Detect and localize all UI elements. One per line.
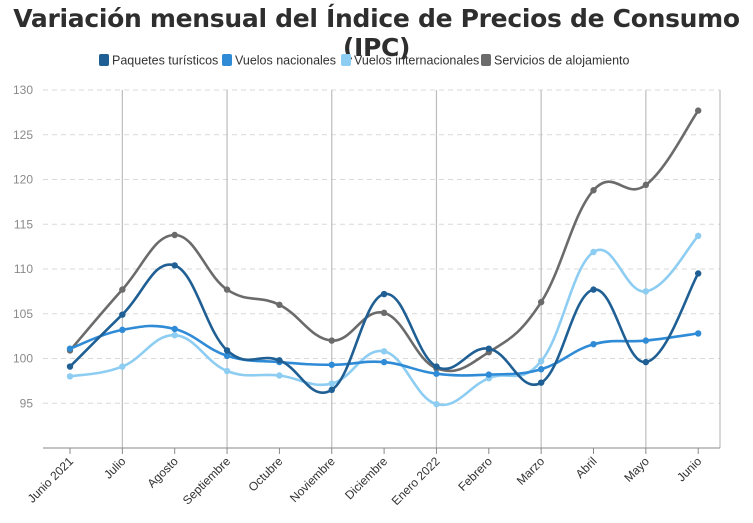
data-point [695, 107, 702, 114]
data-point [328, 361, 335, 368]
grid-layer [43, 89, 721, 448]
legend-item: Servicios de alojamiento [481, 54, 630, 68]
data-point [642, 288, 650, 295]
y-tick-label: 100 [13, 352, 33, 366]
legend-label: Servicios de alojamiento [494, 54, 630, 68]
x-tick-label: Junio [674, 454, 704, 484]
data-point [537, 366, 545, 373]
data-point [485, 371, 492, 378]
series-vuelos-internacionales [66, 232, 702, 408]
x-tick-label: Febrero [455, 454, 495, 494]
data-point [433, 400, 440, 408]
x-tick-label: Agosto [145, 454, 182, 491]
data-point [642, 337, 650, 344]
data-point [537, 357, 545, 365]
data-point [642, 181, 650, 189]
data-point [171, 325, 178, 333]
data-point [590, 286, 597, 293]
series-layer [66, 107, 702, 408]
data-point [223, 367, 231, 375]
data-point [380, 358, 388, 366]
y-tick-label: 110 [14, 262, 33, 276]
y-tick-label: 115 [14, 217, 33, 231]
data-point [590, 248, 597, 256]
x-tick-label: Marzo [514, 454, 548, 488]
x-tick-label: Enero 2022 [389, 454, 443, 508]
data-point [380, 290, 388, 298]
x-tick-label: Diciembre [342, 454, 390, 502]
x-tick-label: Noviembre [287, 454, 338, 505]
data-point [328, 337, 335, 344]
data-point [119, 311, 126, 318]
data-point [223, 347, 231, 354]
data-point [171, 332, 178, 339]
data-point [380, 348, 388, 355]
legend-swatch [481, 54, 491, 66]
x-tick-label: Julio [101, 454, 129, 482]
legend-label: Vuelos nacionales [235, 54, 336, 68]
legend-label: Vuelos internacionales [354, 54, 479, 68]
legend-item: Paquetes turísticos [99, 54, 218, 68]
data-point [119, 363, 126, 370]
data-point [537, 379, 545, 386]
legend-label: Paquetes turísticos [112, 54, 218, 68]
x-tick-label: Mayo [621, 454, 652, 485]
series-line [68, 109, 700, 373]
data-point [119, 286, 126, 293]
x-tick-label: Septiembre [180, 454, 234, 508]
data-point [223, 286, 231, 293]
data-point [276, 372, 283, 379]
data-point [66, 363, 74, 370]
data-point [171, 231, 178, 239]
data-point [223, 352, 231, 360]
data-point [328, 380, 335, 387]
series-paquetes-turisticos [66, 262, 702, 394]
legend-swatch [341, 54, 351, 66]
legend: Paquetes turísticos Vuelos nacionales Vuel… [99, 54, 630, 68]
data-point [119, 326, 126, 334]
series-servicios-de-alojamiento [66, 107, 702, 373]
data-point [695, 232, 702, 240]
data-point [66, 345, 74, 352]
data-point [433, 363, 440, 370]
data-point [380, 309, 388, 317]
data-point [590, 187, 597, 194]
legend-swatch [222, 54, 232, 66]
series-line [68, 234, 700, 407]
legend-item: Vuelos internacionales [341, 54, 479, 68]
series-line [68, 263, 700, 394]
x-tick-label: Junio 2021 [25, 454, 77, 506]
y-tick-label: 105 [13, 307, 33, 321]
y-tick-label: 125 [13, 128, 33, 142]
chart-title: Variación mensual del Índice de Precios … [13, 4, 740, 62]
data-point [485, 345, 492, 352]
y-tick-label: 120 [13, 173, 33, 187]
data-point [433, 370, 440, 377]
data-point [276, 357, 283, 364]
axes-layer: 95 100 105 110 115 120 125 130 Junio 2021 Julio Ag… [13, 83, 720, 508]
data-point [695, 330, 702, 337]
legend-swatch [99, 54, 109, 66]
legend-item: Vuelos nacionales [222, 54, 336, 68]
x-tick-label: Octubre [245, 454, 285, 494]
data-point [328, 386, 335, 394]
data-point [590, 340, 597, 348]
data-point [695, 270, 702, 277]
data-point [66, 373, 74, 380]
data-point [642, 358, 650, 366]
data-point [171, 262, 178, 269]
y-tick-label: 130 [13, 83, 33, 97]
data-point [276, 301, 283, 308]
x-tick-label: Abril [573, 454, 600, 481]
y-tick-label: 95 [20, 396, 34, 410]
data-point [537, 298, 545, 306]
